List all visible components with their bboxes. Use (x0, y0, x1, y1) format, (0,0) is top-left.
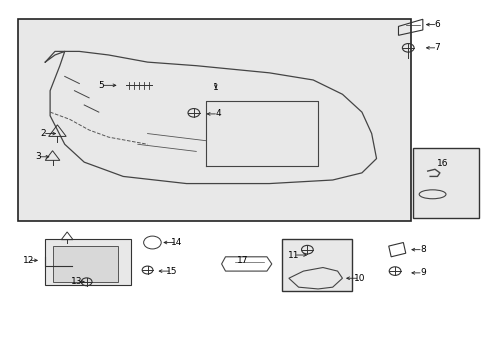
Text: 16: 16 (437, 159, 448, 168)
Text: 7: 7 (435, 43, 441, 52)
Text: 9: 9 (420, 268, 426, 277)
FancyBboxPatch shape (19, 19, 411, 221)
Text: 6: 6 (435, 20, 441, 29)
Text: 8: 8 (420, 245, 426, 254)
Text: 10: 10 (354, 274, 365, 283)
Text: 12: 12 (23, 256, 34, 265)
FancyBboxPatch shape (282, 239, 352, 291)
FancyBboxPatch shape (52, 246, 118, 282)
Text: 17: 17 (237, 256, 248, 265)
Text: 2: 2 (40, 129, 46, 138)
FancyBboxPatch shape (413, 148, 479, 217)
Text: 11: 11 (288, 251, 299, 260)
Text: 15: 15 (166, 267, 178, 276)
Text: 5: 5 (98, 81, 104, 90)
Text: 14: 14 (171, 238, 182, 247)
Text: 1: 1 (213, 83, 219, 92)
FancyBboxPatch shape (45, 239, 130, 285)
Text: 3: 3 (35, 152, 41, 161)
Text: 4: 4 (216, 109, 221, 118)
Text: 13: 13 (71, 277, 83, 286)
